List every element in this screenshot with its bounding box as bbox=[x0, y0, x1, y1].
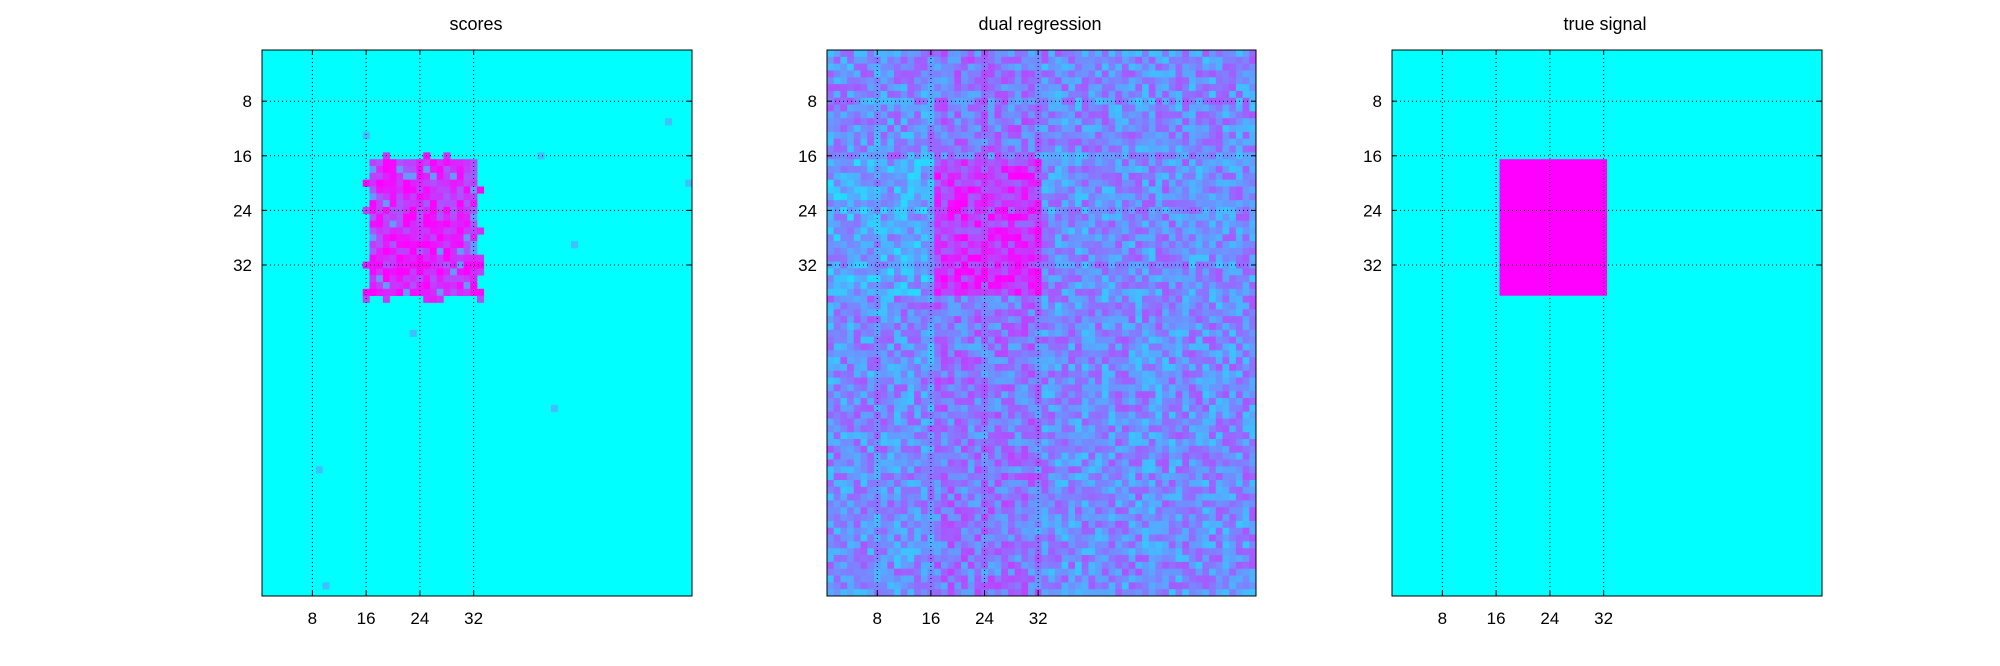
panel-true-signal: true signal 8 16 24 32 8 16 24 32 bbox=[1363, 14, 1823, 628]
axes-frame bbox=[826, 49, 1257, 597]
panel-title: true signal bbox=[1563, 14, 1646, 34]
axes-frame bbox=[261, 49, 693, 597]
signal-block bbox=[1499, 159, 1607, 296]
x-tick-label: 32 bbox=[1594, 609, 1613, 628]
x-tick-label: 16 bbox=[1487, 609, 1506, 628]
y-tick-label: 16 bbox=[1363, 147, 1382, 166]
y-tick-label: 24 bbox=[798, 201, 817, 220]
x-tick-label: 8 bbox=[873, 609, 882, 628]
panel-scores: scores 8 16 24 32 8 16 24 32 bbox=[233, 14, 693, 628]
heatmap-image bbox=[827, 50, 1256, 596]
x-tick-label: 16 bbox=[921, 609, 940, 628]
heatmap-image bbox=[262, 50, 692, 596]
x-tick-label: 16 bbox=[357, 609, 376, 628]
y-tick-label: 24 bbox=[233, 201, 252, 220]
x-tick-label: 8 bbox=[1438, 609, 1447, 628]
heatmap-image bbox=[1392, 50, 1822, 596]
panel-dual-regression: dual regression 8 16 24 32 8 16 24 32 bbox=[798, 14, 1257, 628]
x-tick-label: 24 bbox=[975, 609, 994, 628]
x-tick-label: 24 bbox=[410, 609, 429, 628]
y-tick-label: 8 bbox=[243, 92, 252, 111]
y-tick-label: 32 bbox=[1363, 256, 1382, 275]
y-tick-label: 16 bbox=[798, 147, 817, 166]
x-tick-label: 32 bbox=[1029, 609, 1048, 628]
panel-title: scores bbox=[449, 14, 502, 34]
x-tick-label: 8 bbox=[308, 609, 317, 628]
panel-title: dual regression bbox=[978, 14, 1101, 34]
y-tick-label: 8 bbox=[808, 92, 817, 111]
y-tick-label: 32 bbox=[798, 256, 817, 275]
x-tick-label: 24 bbox=[1540, 609, 1559, 628]
y-tick-label: 8 bbox=[1373, 92, 1382, 111]
x-tick-label: 32 bbox=[464, 609, 483, 628]
y-tick-label: 32 bbox=[233, 256, 252, 275]
y-tick-label: 16 bbox=[233, 147, 252, 166]
y-tick-label: 24 bbox=[1363, 201, 1382, 220]
axes-frame bbox=[1391, 49, 1823, 597]
